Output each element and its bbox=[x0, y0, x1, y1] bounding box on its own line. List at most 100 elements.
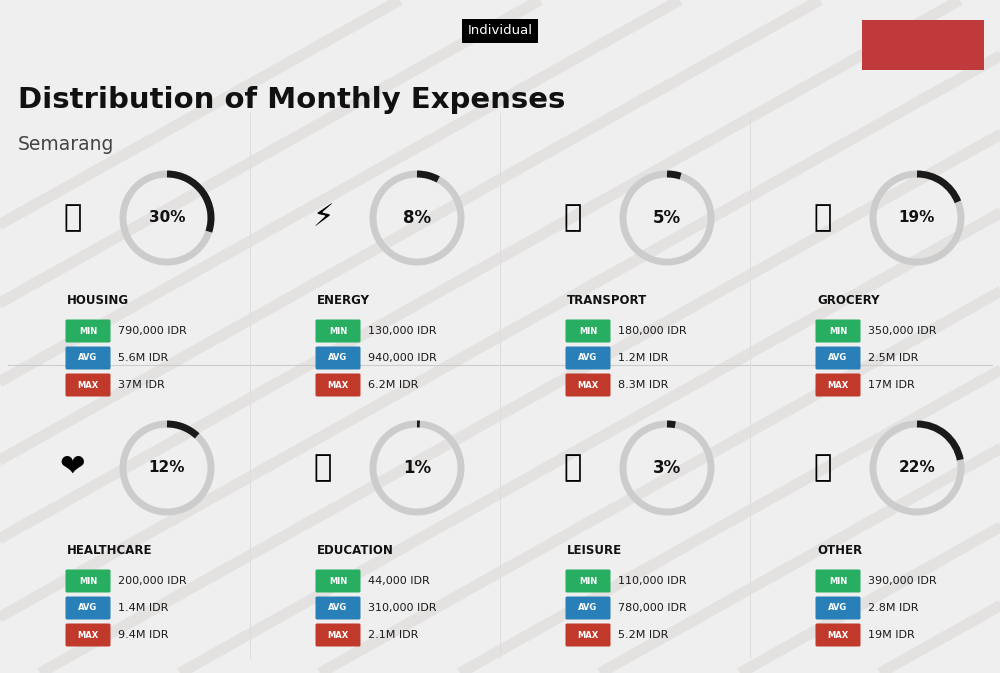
Text: 19%: 19% bbox=[899, 211, 935, 225]
FancyBboxPatch shape bbox=[316, 596, 360, 620]
Text: MIN: MIN bbox=[329, 577, 347, 586]
FancyBboxPatch shape bbox=[66, 623, 110, 647]
Text: ❤️: ❤️ bbox=[60, 454, 86, 483]
Text: 2.5M IDR: 2.5M IDR bbox=[868, 353, 918, 363]
Text: AVG: AVG bbox=[78, 353, 98, 363]
Text: Individual: Individual bbox=[468, 24, 532, 38]
FancyBboxPatch shape bbox=[66, 347, 110, 369]
Text: AVG: AVG bbox=[828, 353, 848, 363]
Text: 37M IDR: 37M IDR bbox=[118, 380, 165, 390]
Text: TRANSPORT: TRANSPORT bbox=[567, 295, 647, 308]
Text: 6.2M IDR: 6.2M IDR bbox=[368, 380, 418, 390]
Text: ⚡: ⚡ bbox=[312, 203, 334, 232]
Text: 🎓: 🎓 bbox=[314, 454, 332, 483]
FancyBboxPatch shape bbox=[316, 347, 360, 369]
Text: 200,000 IDR: 200,000 IDR bbox=[118, 576, 187, 586]
FancyBboxPatch shape bbox=[862, 20, 984, 70]
Text: MIN: MIN bbox=[579, 577, 597, 586]
Text: 310,000 IDR: 310,000 IDR bbox=[368, 603, 436, 613]
Text: 790,000 IDR: 790,000 IDR bbox=[118, 326, 187, 336]
Text: MAX: MAX bbox=[77, 380, 99, 390]
FancyBboxPatch shape bbox=[815, 623, 860, 647]
FancyBboxPatch shape bbox=[66, 596, 110, 620]
FancyBboxPatch shape bbox=[566, 623, 610, 647]
Text: MAX: MAX bbox=[827, 380, 849, 390]
Text: 🛍️: 🛍️ bbox=[564, 454, 582, 483]
Text: MIN: MIN bbox=[79, 577, 97, 586]
Text: MAX: MAX bbox=[577, 380, 599, 390]
FancyBboxPatch shape bbox=[316, 623, 360, 647]
Text: EDUCATION: EDUCATION bbox=[317, 544, 394, 557]
FancyBboxPatch shape bbox=[566, 569, 610, 592]
FancyBboxPatch shape bbox=[566, 596, 610, 620]
Text: MIN: MIN bbox=[579, 326, 597, 336]
Text: MIN: MIN bbox=[329, 326, 347, 336]
Text: OTHER: OTHER bbox=[817, 544, 862, 557]
Text: 1%: 1% bbox=[403, 459, 431, 477]
Text: 940,000 IDR: 940,000 IDR bbox=[368, 353, 437, 363]
FancyBboxPatch shape bbox=[566, 374, 610, 396]
FancyBboxPatch shape bbox=[66, 320, 110, 343]
Text: Semarang: Semarang bbox=[18, 135, 114, 155]
FancyBboxPatch shape bbox=[316, 320, 360, 343]
Text: LEISURE: LEISURE bbox=[567, 544, 622, 557]
Text: ENERGY: ENERGY bbox=[317, 295, 370, 308]
Text: AVG: AVG bbox=[578, 604, 598, 612]
Text: GROCERY: GROCERY bbox=[817, 295, 880, 308]
Text: 1.4M IDR: 1.4M IDR bbox=[118, 603, 168, 613]
Text: 🏢: 🏢 bbox=[64, 203, 82, 232]
Text: 👛: 👛 bbox=[814, 454, 832, 483]
Text: AVG: AVG bbox=[328, 604, 348, 612]
Text: MAX: MAX bbox=[827, 631, 849, 639]
Text: 1.2M IDR: 1.2M IDR bbox=[618, 353, 668, 363]
Text: 2.1M IDR: 2.1M IDR bbox=[368, 630, 418, 640]
Text: 5.6M IDR: 5.6M IDR bbox=[118, 353, 168, 363]
Text: AVG: AVG bbox=[328, 353, 348, 363]
Text: 8.3M IDR: 8.3M IDR bbox=[618, 380, 668, 390]
FancyBboxPatch shape bbox=[66, 374, 110, 396]
Text: 780,000 IDR: 780,000 IDR bbox=[618, 603, 687, 613]
FancyBboxPatch shape bbox=[815, 320, 860, 343]
Text: 19M IDR: 19M IDR bbox=[868, 630, 915, 640]
FancyBboxPatch shape bbox=[815, 569, 860, 592]
Text: 2.8M IDR: 2.8M IDR bbox=[868, 603, 918, 613]
Text: 44,000 IDR: 44,000 IDR bbox=[368, 576, 430, 586]
Text: HEALTHCARE: HEALTHCARE bbox=[67, 544, 152, 557]
FancyBboxPatch shape bbox=[316, 374, 360, 396]
Text: 22%: 22% bbox=[899, 460, 935, 476]
Text: MIN: MIN bbox=[79, 326, 97, 336]
Text: 9.4M IDR: 9.4M IDR bbox=[118, 630, 168, 640]
FancyBboxPatch shape bbox=[815, 596, 860, 620]
Text: 350,000 IDR: 350,000 IDR bbox=[868, 326, 936, 336]
Text: 5%: 5% bbox=[653, 209, 681, 227]
Text: Distribution of Monthly Expenses: Distribution of Monthly Expenses bbox=[18, 86, 565, 114]
Text: 8%: 8% bbox=[403, 209, 431, 227]
Text: MAX: MAX bbox=[577, 631, 599, 639]
Text: 12%: 12% bbox=[149, 460, 185, 476]
Text: 5.2M IDR: 5.2M IDR bbox=[618, 630, 668, 640]
Text: MAX: MAX bbox=[77, 631, 99, 639]
Text: AVG: AVG bbox=[578, 353, 598, 363]
FancyBboxPatch shape bbox=[815, 374, 860, 396]
Text: 180,000 IDR: 180,000 IDR bbox=[618, 326, 687, 336]
Text: MAX: MAX bbox=[327, 631, 349, 639]
Text: 130,000 IDR: 130,000 IDR bbox=[368, 326, 436, 336]
Text: AVG: AVG bbox=[78, 604, 98, 612]
Text: MIN: MIN bbox=[829, 577, 847, 586]
Text: HOUSING: HOUSING bbox=[67, 295, 129, 308]
Text: 30%: 30% bbox=[149, 211, 185, 225]
Text: MIN: MIN bbox=[829, 326, 847, 336]
Text: 17M IDR: 17M IDR bbox=[868, 380, 915, 390]
Text: 🛒: 🛒 bbox=[814, 203, 832, 232]
Text: 110,000 IDR: 110,000 IDR bbox=[618, 576, 686, 586]
FancyBboxPatch shape bbox=[566, 320, 610, 343]
Text: AVG: AVG bbox=[828, 604, 848, 612]
FancyBboxPatch shape bbox=[316, 569, 360, 592]
FancyBboxPatch shape bbox=[566, 347, 610, 369]
Text: MAX: MAX bbox=[327, 380, 349, 390]
FancyBboxPatch shape bbox=[66, 569, 110, 592]
Text: 3%: 3% bbox=[653, 459, 681, 477]
Text: 390,000 IDR: 390,000 IDR bbox=[868, 576, 937, 586]
Text: 🚌: 🚌 bbox=[564, 203, 582, 232]
FancyBboxPatch shape bbox=[815, 347, 860, 369]
